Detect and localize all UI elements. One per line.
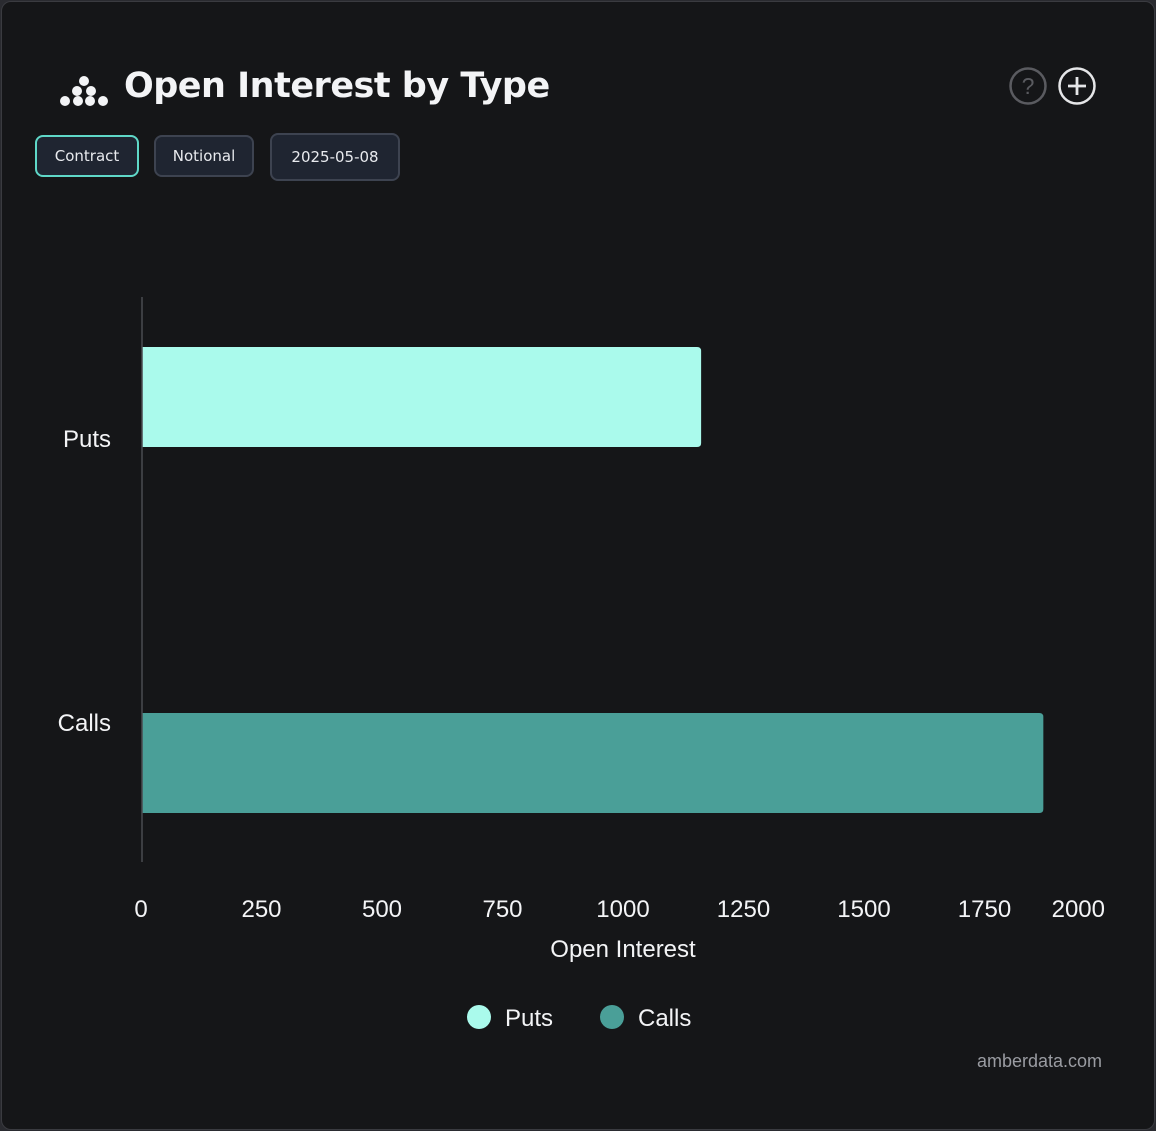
legend-item-calls[interactable]: Calls (600, 1005, 691, 1032)
notional-button[interactable]: Notional (154, 135, 254, 177)
x-tick-label: 1500 (837, 896, 890, 923)
help-circle-icon[interactable]: ? (1008, 66, 1048, 106)
x-tick-label: 500 (362, 896, 402, 923)
legend-swatch (600, 1005, 624, 1029)
amberdata-logo-icon (60, 76, 108, 106)
category-label: Calls (58, 710, 111, 737)
x-tick-label: 250 (241, 896, 281, 923)
plus-circle-icon[interactable] (1057, 66, 1097, 106)
legend-label: Calls (638, 1005, 691, 1032)
legend-label: Puts (505, 1005, 553, 1032)
bar-calls[interactable] (142, 713, 1044, 813)
legend-swatch (467, 1005, 491, 1029)
date-selector-button[interactable]: 2025-05-08 (270, 133, 400, 181)
bar-puts[interactable] (142, 347, 702, 447)
legend-item-puts[interactable]: Puts (467, 1005, 553, 1032)
contract-button[interactable]: Contract (35, 135, 139, 177)
chart-title: Open Interest by Type (124, 66, 550, 106)
x-tick-label: 750 (482, 896, 522, 923)
x-tick-label: 2000 (1052, 896, 1105, 923)
x-axis-title: Open Interest (550, 936, 696, 963)
x-tick-label: 1000 (596, 896, 649, 923)
x-tick-label: 1250 (717, 896, 770, 923)
watermark: amberdata.com (976, 1051, 1102, 1071)
x-tick-label: 1750 (958, 896, 1011, 923)
category-label: Puts (63, 426, 111, 453)
x-tick-label: 0 (134, 896, 147, 923)
svg-text:?: ? (1022, 73, 1035, 99)
